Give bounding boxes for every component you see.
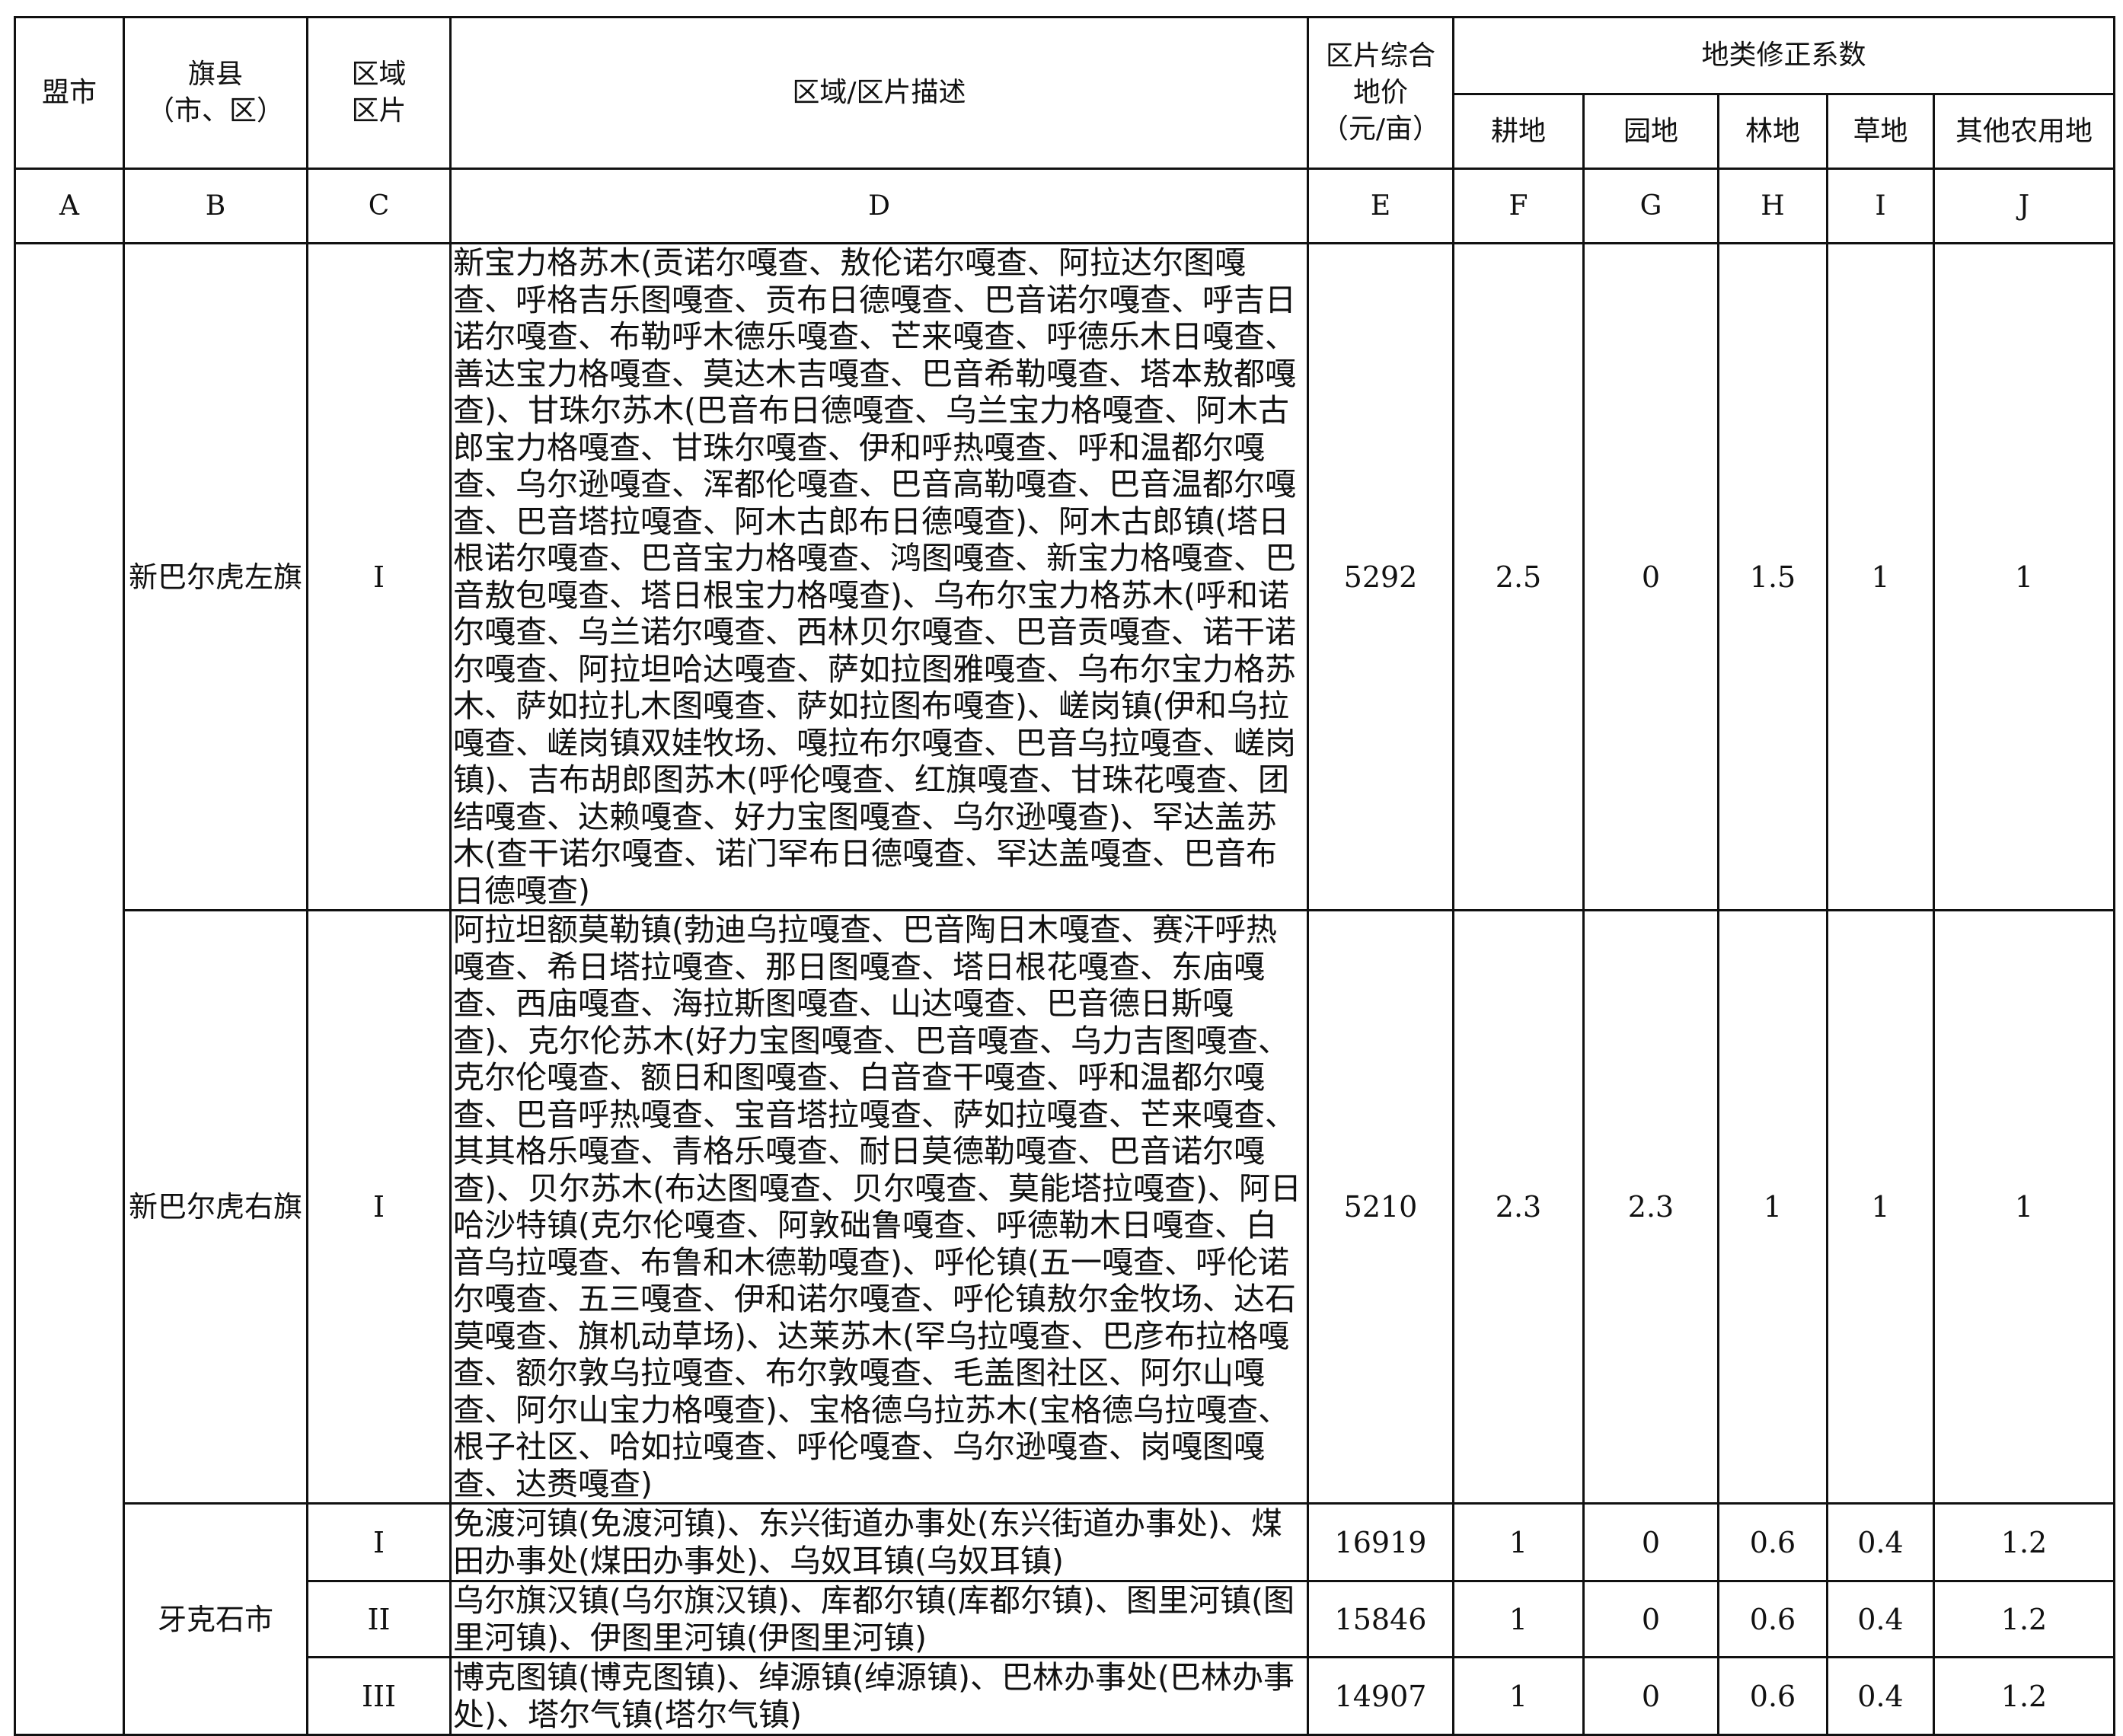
- coef-grassland: 0.4: [1826, 1656, 1935, 1736]
- price-cell: 14907: [1307, 1656, 1454, 1736]
- header-coef-group: 地类修正系数: [1451, 16, 2116, 95]
- coef-forest: 0.6: [1717, 1580, 1828, 1658]
- coef-forest: 0.6: [1717, 1502, 1828, 1582]
- county-cell: 新巴尔虎右旗: [123, 909, 308, 1505]
- coef-farmland: 2.5: [1452, 242, 1585, 911]
- coef-orchard: 0: [1582, 1580, 1719, 1658]
- table-row: III 博克图镇(博克图镇)、绰源镇(绰源镇)、巴林办事处(巴林办事处)、塔尔气…: [15, 1656, 2116, 1736]
- coef-orchard: 2.3: [1582, 909, 1719, 1505]
- price-cell: 5210: [1307, 909, 1454, 1505]
- coef-forest: 1.5: [1717, 242, 1828, 911]
- price-cell: 15846: [1307, 1580, 1454, 1658]
- letter-d: D: [449, 168, 1309, 244]
- table-row: 新巴尔虎右旗 I 阿拉坦额莫勒镇(勃迪乌拉嘎查、巴音陶日木嘎查、赛汗呼热嘎查、希…: [15, 909, 2116, 1505]
- price-cell: 5292: [1307, 242, 1454, 911]
- coef-farmland: 1: [1452, 1502, 1585, 1582]
- description-cell: 博克图镇(博克图镇)、绰源镇(绰源镇)、巴林办事处(巴林办事处)、塔尔气镇(塔尔…: [449, 1656, 1309, 1736]
- county-cell: 新巴尔虎左旗: [123, 242, 308, 911]
- header-coef-grassland: 草地: [1826, 93, 1935, 170]
- zone-cell: I: [306, 909, 452, 1505]
- letter-i: I: [1826, 168, 1935, 244]
- letter-b: B: [123, 168, 308, 244]
- letter-f: F: [1452, 168, 1585, 244]
- header-league-city: 盟市: [14, 16, 125, 170]
- header-price: 区片综合 地价 （元/亩）: [1307, 16, 1454, 170]
- header-county: 旗县 （市、区）: [123, 16, 308, 170]
- header-coef-other: 其他农用地: [1932, 93, 2116, 170]
- league-city-cell: [14, 242, 125, 1736]
- letter-row: A B C D E F G H I J: [14, 168, 2116, 244]
- letter-c: C: [306, 168, 452, 244]
- header-zone: 区域 区片: [306, 16, 452, 170]
- coef-orchard: 0: [1582, 1656, 1719, 1736]
- header-coef-forest: 林地: [1717, 93, 1828, 170]
- letter-a: A: [14, 168, 125, 244]
- coef-grassland: 1: [1826, 242, 1935, 911]
- letter-h: H: [1717, 168, 1828, 244]
- coef-farmland: 1: [1452, 1656, 1585, 1736]
- coef-farmland: 1: [1452, 1580, 1585, 1658]
- coef-other: 1: [1932, 242, 2116, 911]
- coef-orchard: 0: [1582, 1502, 1719, 1582]
- land-price-table: 盟市 旗县 （市、区） 区域 区片 区域/区片描述 区片综合 地价 （元/亩） …: [14, 16, 2116, 1736]
- zone-cell: I: [306, 1502, 452, 1582]
- table-row: 牙克石市 I 免渡河镇(免渡河镇)、东兴街道办事处(东兴街道办事处)、煤田办事处…: [15, 1502, 2116, 1736]
- description-cell: 乌尔旗汉镇(乌尔旗汉镇)、库都尔镇(库都尔镇)、图里河镇(图里河镇)、伊图里河镇…: [449, 1580, 1309, 1658]
- coef-other: 1.2: [1932, 1502, 2116, 1582]
- coef-grassland: 1: [1826, 909, 1935, 1505]
- letter-g: G: [1582, 168, 1719, 244]
- coef-forest: 0.6: [1717, 1656, 1828, 1736]
- table-row: 新巴尔虎左旗 I 新宝力格苏木(贡诺尔嘎查、敖伦诺尔嘎查、阿拉达尔图嘎查、呼格吉…: [14, 242, 2116, 1736]
- coef-other: 1.2: [1932, 1656, 2116, 1736]
- letter-e: E: [1307, 168, 1454, 244]
- coef-other: 1.2: [1932, 1580, 2116, 1658]
- description-cell: 阿拉坦额莫勒镇(勃迪乌拉嘎查、巴音陶日木嘎查、赛汗呼热嘎查、希日塔拉嘎查、那日图…: [449, 909, 1309, 1505]
- description-cell: 新宝力格苏木(贡诺尔嘎查、敖伦诺尔嘎查、阿拉达尔图嘎查、呼格吉乐图嘎查、贡布日德…: [449, 242, 1309, 911]
- zone-cell: I: [306, 242, 452, 911]
- coef-grassland: 0.4: [1826, 1580, 1935, 1658]
- coef-grassland: 0.4: [1826, 1502, 1935, 1582]
- coef-other: 1: [1932, 909, 2116, 1505]
- zone-cell: III: [306, 1656, 452, 1736]
- price-cell: 16919: [1307, 1502, 1454, 1582]
- coef-forest: 1: [1717, 909, 1828, 1505]
- header-coef-orchard: 园地: [1582, 93, 1719, 170]
- zone-cell: II: [306, 1580, 452, 1658]
- header-description: 区域/区片描述: [449, 16, 1309, 170]
- letter-j: J: [1932, 168, 2116, 244]
- coef-farmland: 2.3: [1452, 909, 1585, 1505]
- table-row: II 乌尔旗汉镇(乌尔旗汉镇)、库都尔镇(库都尔镇)、图里河镇(图里河镇)、伊图…: [15, 1580, 2116, 1658]
- county-cell: 牙克石市: [123, 1502, 308, 1736]
- coef-orchard: 0: [1582, 242, 1719, 911]
- header-coef-farmland: 耕地: [1452, 93, 1585, 170]
- description-cell: 免渡河镇(免渡河镇)、东兴街道办事处(东兴街道办事处)、煤田办事处(煤田办事处)…: [449, 1502, 1309, 1582]
